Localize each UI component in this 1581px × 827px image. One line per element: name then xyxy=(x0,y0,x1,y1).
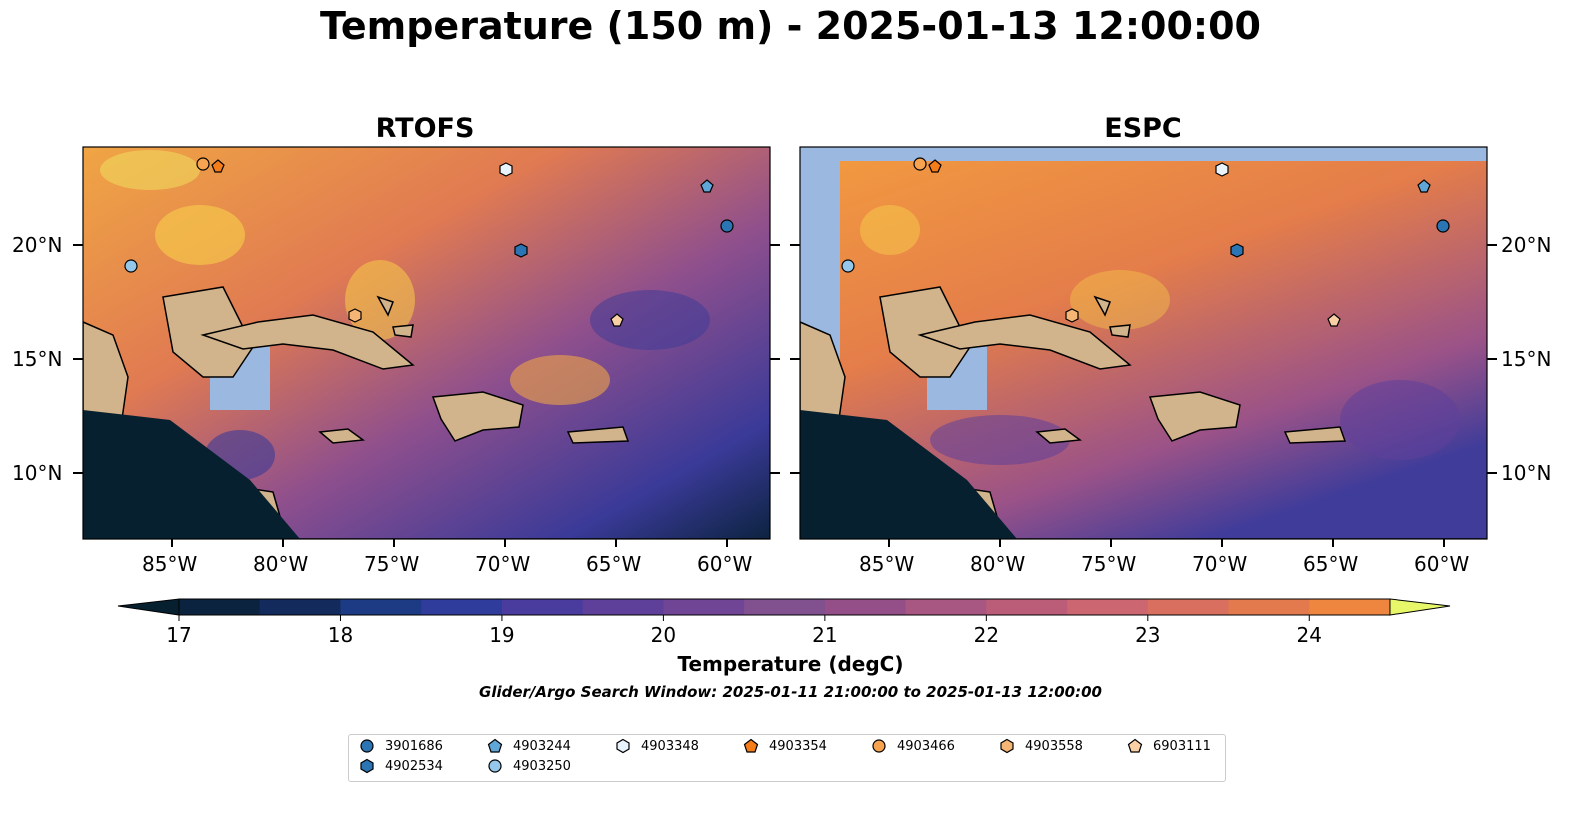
lon-label-80-right: 80°W xyxy=(970,552,1026,576)
legend-label: 4903466 xyxy=(897,738,955,754)
circle-marker-icon xyxy=(872,739,886,753)
hexagon-marker-icon xyxy=(1000,738,1014,754)
colorbar-cell xyxy=(259,599,341,615)
colorbar-cell xyxy=(340,599,422,615)
colorbar-tick-label: 18 xyxy=(327,623,354,647)
panel-title-rtofs: RTOFS xyxy=(375,113,475,144)
legend-item-4903558: 4903558 xyxy=(999,738,1083,754)
float-markers xyxy=(124,157,1450,327)
hexagon-marker-icon xyxy=(616,738,630,754)
colorbar-tick-label: 17 xyxy=(166,623,192,647)
legend-item-4903348: 4903348 xyxy=(615,738,699,754)
lon-label-75-right: 75°W xyxy=(1081,552,1137,576)
colorbar-cell xyxy=(582,599,664,615)
legend-item-4903354: 4903354 xyxy=(743,738,827,754)
lon-label-75-left: 75°W xyxy=(364,552,420,576)
figure-title: Temperature (150 m) - 2025-01-13 12:00:0… xyxy=(319,4,1261,48)
circle-marker-icon xyxy=(360,739,374,753)
colorbar-label: Temperature (degC) xyxy=(677,652,904,676)
legend: 3901686 4902534 4903244 4903250 4903348 49033… xyxy=(348,734,1226,782)
lat-label-10-left: 10°N xyxy=(12,461,63,485)
colorbar-under-arrow xyxy=(117,598,180,616)
lon-label-70-right: 70°W xyxy=(1192,552,1248,576)
legend-item-3901686: 3901686 xyxy=(359,738,443,754)
colorbar-over-arrow xyxy=(1389,598,1451,616)
legend-label: 6903111 xyxy=(1153,738,1211,754)
colorbar-cell xyxy=(663,599,745,615)
lon-label-60-left: 60°W xyxy=(697,552,753,576)
colorbar-cell xyxy=(501,599,584,615)
colorbar-cell xyxy=(1067,599,1149,615)
lon-label-80-left: 80°W xyxy=(253,552,309,576)
legend-item-4903250: 4903250 xyxy=(487,758,571,774)
colorbar-tick-label: 19 xyxy=(489,623,515,647)
colorbar-cell xyxy=(824,599,907,615)
search-window-text: Glider/Argo Search Window: 2025-01-11 21… xyxy=(479,683,1102,701)
colorbar xyxy=(117,598,1451,621)
map-panels xyxy=(73,146,1497,547)
legend-label: 4903250 xyxy=(513,758,571,774)
panel-title-espc: ESPC xyxy=(1104,113,1182,144)
pentagon-marker-icon xyxy=(1127,738,1143,753)
legend-item-4902534: 4902534 xyxy=(359,758,443,774)
colorbar-tick-label: 21 xyxy=(812,623,838,647)
circle-marker-icon xyxy=(488,759,502,773)
legend-item-4903244: 4903244 xyxy=(487,738,571,754)
colorbar-cell xyxy=(179,599,261,615)
lat-label-15-left: 15°N xyxy=(12,347,63,371)
colorbar-cell xyxy=(1309,599,1391,615)
axis-ticks xyxy=(73,244,1497,547)
lat-label-10-right: 10°N xyxy=(1501,461,1552,485)
legend-item-6903111: 6903111 xyxy=(1127,738,1211,754)
colorbar-tick-label: 22 xyxy=(973,623,1000,647)
colorbar-cell xyxy=(421,599,503,615)
rtofs-map xyxy=(83,147,770,539)
legend-label: 4903348 xyxy=(641,738,699,754)
lon-label-85-right: 85°W xyxy=(859,552,915,576)
colorbar-cell xyxy=(905,599,987,615)
lon-label-60-right: 60°W xyxy=(1414,552,1470,576)
legend-label: 4902534 xyxy=(385,758,443,774)
pentagon-marker-icon xyxy=(487,738,503,753)
colorbar-cell xyxy=(1228,599,1310,615)
colorbar-cell xyxy=(744,599,826,615)
lat-label-20-left: 20°N xyxy=(12,233,63,257)
lat-label-20-right: 20°N xyxy=(1501,233,1552,257)
colorbar-tick-label: 20 xyxy=(650,623,677,647)
legend-label: 4903354 xyxy=(769,738,827,754)
lon-label-65-left: 65°W xyxy=(586,552,642,576)
espc-map xyxy=(800,147,1487,539)
lon-label-65-right: 65°W xyxy=(1303,552,1359,576)
lat-label-15-right: 15°N xyxy=(1501,347,1552,371)
pentagon-marker-icon xyxy=(743,738,759,753)
legend-label: 4903244 xyxy=(513,738,571,754)
legend-label: 4903558 xyxy=(1025,738,1083,754)
hexagon-marker-icon xyxy=(360,758,374,774)
colorbar-tick-label: 23 xyxy=(1135,623,1161,647)
colorbar-cell xyxy=(1147,599,1230,615)
lon-label-70-left: 70°W xyxy=(475,552,531,576)
colorbar-tick-label: 24 xyxy=(1296,623,1322,647)
colorbar-cell xyxy=(986,599,1068,615)
legend-item-4903466: 4903466 xyxy=(871,738,955,754)
legend-label: 3901686 xyxy=(385,738,443,754)
lon-label-85-left: 85°W xyxy=(142,552,198,576)
